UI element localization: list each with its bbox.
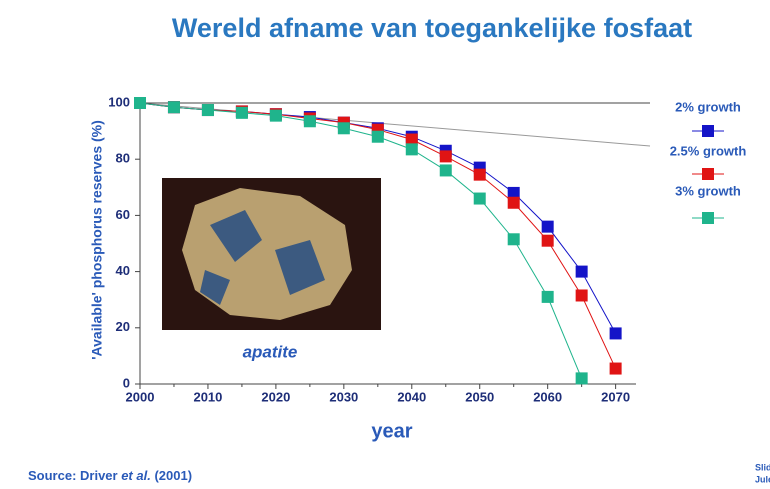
x-tick-label: 2040 [397, 389, 426, 404]
source-prefix: Source: Driver [28, 468, 121, 483]
legend-marker [702, 212, 714, 224]
data-point [508, 197, 520, 209]
data-point [610, 327, 622, 339]
y-tick-label: 80 [116, 151, 130, 166]
source-suffix: (2001) [151, 468, 192, 483]
data-point [202, 104, 214, 116]
legend-marker [702, 168, 714, 180]
data-point [406, 143, 418, 155]
x-tick-label: 2060 [533, 389, 562, 404]
y-tick-label: 0 [123, 375, 130, 390]
source-note: Source: Driver et al. (2001) [28, 468, 192, 483]
corner-text: Slid [755, 462, 770, 472]
legend-marker [702, 125, 714, 137]
data-point [542, 221, 554, 233]
image-caption: apatite [243, 342, 298, 361]
data-point [576, 372, 588, 384]
data-point [270, 110, 282, 122]
x-axis-label: year [371, 420, 412, 442]
data-point [508, 233, 520, 245]
y-tick-label: 20 [116, 319, 130, 334]
data-point [440, 164, 452, 176]
data-point [304, 115, 316, 127]
apatite-photo [162, 178, 381, 330]
y-tick-label: 60 [116, 207, 130, 222]
source-italic: et al. [121, 468, 151, 483]
y-axis-label: 'Available' phosphorus reserves (%) [89, 120, 105, 360]
x-tick-label: 2050 [465, 389, 494, 404]
x-tick-label: 2030 [329, 389, 358, 404]
data-point [338, 122, 350, 134]
data-point [168, 101, 180, 113]
data-point [474, 169, 486, 181]
corner-text: Jule [755, 474, 770, 484]
background [0, 0, 770, 489]
data-point [134, 97, 146, 109]
x-tick-label: 2020 [261, 389, 290, 404]
data-point [542, 291, 554, 303]
slide: Wereld afname van toegankelijke fosfaat … [0, 0, 770, 489]
data-point [440, 150, 452, 162]
x-tick-label: 2070 [601, 389, 630, 404]
data-point [576, 289, 588, 301]
data-point [610, 363, 622, 375]
x-tick-label: 2000 [126, 389, 155, 404]
data-point [236, 107, 248, 119]
slide-title: Wereld afname van toegankelijke fosfaat [172, 13, 692, 43]
x-tick-label: 2010 [193, 389, 222, 404]
y-tick-label: 100 [108, 94, 130, 109]
data-point [542, 235, 554, 247]
data-point [372, 131, 384, 143]
legend-label: 2.5% growth [670, 143, 747, 158]
y-tick-label: 40 [116, 263, 130, 278]
data-point [474, 193, 486, 205]
data-point [576, 266, 588, 278]
legend-label: 2% growth [675, 99, 741, 114]
legend-label: 3% growth [675, 183, 741, 198]
